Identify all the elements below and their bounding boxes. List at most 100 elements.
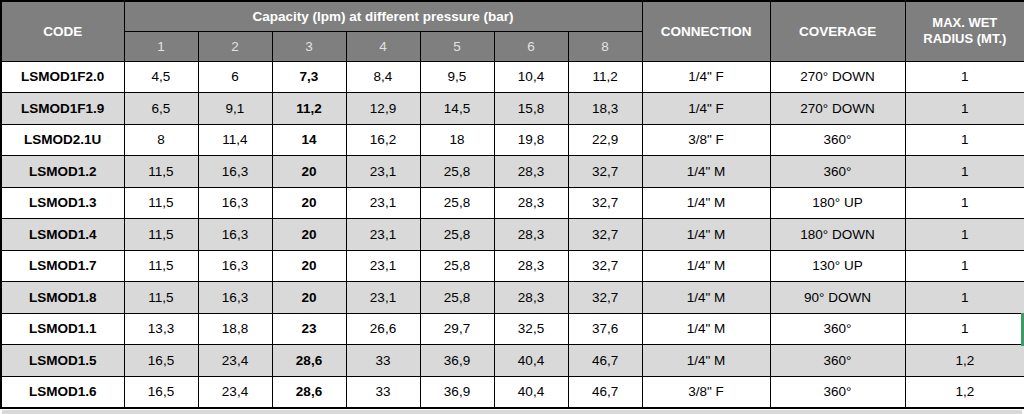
code-cell: LSMOD1.5 [1, 345, 124, 377]
pressure-header-2: 2 [198, 31, 272, 61]
table-row: LSMOD1.411,516,32023,125,828,332,71/4" M… [1, 219, 1024, 251]
capacity-cell-5bar: 9,5 [420, 61, 494, 93]
capacity-cell-5bar: 25,8 [420, 219, 494, 251]
capacity-cell-6bar: 28,3 [494, 187, 568, 219]
code-cell: LSMOD1.3 [1, 187, 124, 219]
capacity-cell-4bar: 23,1 [346, 282, 420, 314]
capacity-cell-5bar: 36,9 [420, 376, 494, 408]
connection-cell: 1/4" M [642, 219, 770, 251]
capacity-cell-8bar: 46,7 [568, 376, 642, 408]
connection-cell: 1/4" M [642, 345, 770, 377]
capacity-cell-1bar: 16,5 [124, 345, 198, 377]
capacity-cell-5bar: 36,9 [420, 345, 494, 377]
connection-cell: 3/8" F [642, 376, 770, 408]
capacity-cell-2bar: 6 [198, 61, 272, 93]
capacity-cell-4bar: 23,1 [346, 187, 420, 219]
capacity-cell-3bar: 28,6 [272, 345, 346, 377]
max-wet-radius-cell: 1,2 [905, 345, 1024, 377]
column-header-capacity: Capacity (lpm) at different pressure (ba… [124, 1, 642, 31]
max-wet-radius-cell: 1 [905, 219, 1024, 251]
code-cell: LSMOD1.8 [1, 282, 124, 314]
coverage-cell: 360° [770, 156, 905, 188]
capacity-cell-6bar: 28,3 [494, 156, 568, 188]
max-wet-radius-cell: 1 [905, 124, 1024, 156]
capacity-cell-2bar: 9,1 [198, 93, 272, 125]
capacity-cell-5bar: 25,8 [420, 282, 494, 314]
connection-cell: 1/4" F [642, 61, 770, 93]
capacity-cell-6bar: 40,4 [494, 376, 568, 408]
capacity-cell-5bar: 25,8 [420, 250, 494, 282]
capacity-cell-4bar: 33 [346, 345, 420, 377]
capacity-cell-1bar: 16,5 [124, 376, 198, 408]
capacity-cell-5bar: 14,5 [420, 93, 494, 125]
product-spec-table-sheet: CODE Capacity (lpm) at different pressur… [0, 0, 1024, 414]
coverage-cell: 180° DOWN [770, 219, 905, 251]
capacity-cell-2bar: 16,3 [198, 250, 272, 282]
capacity-cell-6bar: 10,4 [494, 61, 568, 93]
table-row: LSMOD1.811,516,32023,125,828,332,71/4" M… [1, 282, 1024, 314]
code-cell: LSMOD1.6 [1, 376, 124, 408]
capacity-cell-2bar: 11,4 [198, 124, 272, 156]
capacity-cell-4bar: 23,1 [346, 156, 420, 188]
max-wet-radius-cell: 1 [905, 313, 1024, 345]
capacity-cell-8bar: 11,2 [568, 61, 642, 93]
capacity-cell-2bar: 23,4 [198, 345, 272, 377]
capacity-cell-3bar: 20 [272, 282, 346, 314]
column-header-connection: CONNECTION [642, 1, 770, 61]
coverage-cell: 270° DOWN [770, 93, 905, 125]
capacity-cell-5bar: 25,8 [420, 156, 494, 188]
connection-cell: 1/4" F [642, 93, 770, 125]
connection-cell: 1/4" M [642, 187, 770, 219]
capacity-cell-6bar: 15,8 [494, 93, 568, 125]
capacity-cell-4bar: 16,2 [346, 124, 420, 156]
column-header-code: CODE [1, 1, 124, 61]
capacity-cell-8bar: 22,9 [568, 124, 642, 156]
pressure-header-4: 4 [346, 31, 420, 61]
capacity-cell-3bar: 20 [272, 156, 346, 188]
capacity-cell-4bar: 12,9 [346, 93, 420, 125]
capacity-cell-1bar: 4,5 [124, 61, 198, 93]
partial-next-row-strip [2, 410, 1022, 414]
connection-cell: 1/4" M [642, 156, 770, 188]
capacity-cell-8bar: 18,3 [568, 93, 642, 125]
capacity-cell-3bar: 11,2 [272, 93, 346, 125]
coverage-cell: 130° UP [770, 250, 905, 282]
capacity-cell-3bar: 23 [272, 313, 346, 345]
code-cell: LSMOD1.7 [1, 250, 124, 282]
table-row: LSMOD1F1.96,59,111,212,914,515,818,31/4"… [1, 93, 1024, 125]
capacity-cell-1bar: 11,5 [124, 156, 198, 188]
max-wet-radius-cell: 1 [905, 93, 1024, 125]
capacity-cell-2bar: 16,3 [198, 282, 272, 314]
capacity-cell-6bar: 28,3 [494, 219, 568, 251]
max-wet-radius-cell: 1 [905, 282, 1024, 314]
capacity-cell-8bar: 32,7 [568, 156, 642, 188]
pressure-header-3: 3 [272, 31, 346, 61]
code-cell: LSMOD1F1.9 [1, 93, 124, 125]
capacity-cell-4bar: 26,6 [346, 313, 420, 345]
connection-cell: 3/8" F [642, 124, 770, 156]
column-header-coverage: COVERAGE [770, 1, 905, 61]
capacity-cell-4bar: 33 [346, 376, 420, 408]
capacity-cell-1bar: 11,5 [124, 250, 198, 282]
capacity-cell-6bar: 32,5 [494, 313, 568, 345]
capacity-cell-8bar: 37,6 [568, 313, 642, 345]
capacity-cell-1bar: 13,3 [124, 313, 198, 345]
pressure-header-5: 5 [420, 31, 494, 61]
capacity-cell-1bar: 11,5 [124, 219, 198, 251]
max-wet-radius-cell: 1 [905, 187, 1024, 219]
table-row: LSMOD1.211,516,32023,125,828,332,71/4" M… [1, 156, 1024, 188]
capacity-cell-2bar: 18,8 [198, 313, 272, 345]
capacity-cell-6bar: 28,3 [494, 250, 568, 282]
capacity-cell-5bar: 18 [420, 124, 494, 156]
capacity-cell-3bar: 7,3 [272, 61, 346, 93]
coverage-cell: 180° UP [770, 187, 905, 219]
capacity-cell-8bar: 32,7 [568, 250, 642, 282]
capacity-cell-4bar: 23,1 [346, 219, 420, 251]
capacity-cell-3bar: 28,6 [272, 376, 346, 408]
code-cell: LSMOD1.2 [1, 156, 124, 188]
capacity-cell-6bar: 28,3 [494, 282, 568, 314]
capacity-cell-2bar: 23,4 [198, 376, 272, 408]
header-row-main: CODE Capacity (lpm) at different pressur… [1, 1, 1024, 31]
capacity-cell-8bar: 32,7 [568, 219, 642, 251]
max-wet-radius-cell: 1 [905, 250, 1024, 282]
